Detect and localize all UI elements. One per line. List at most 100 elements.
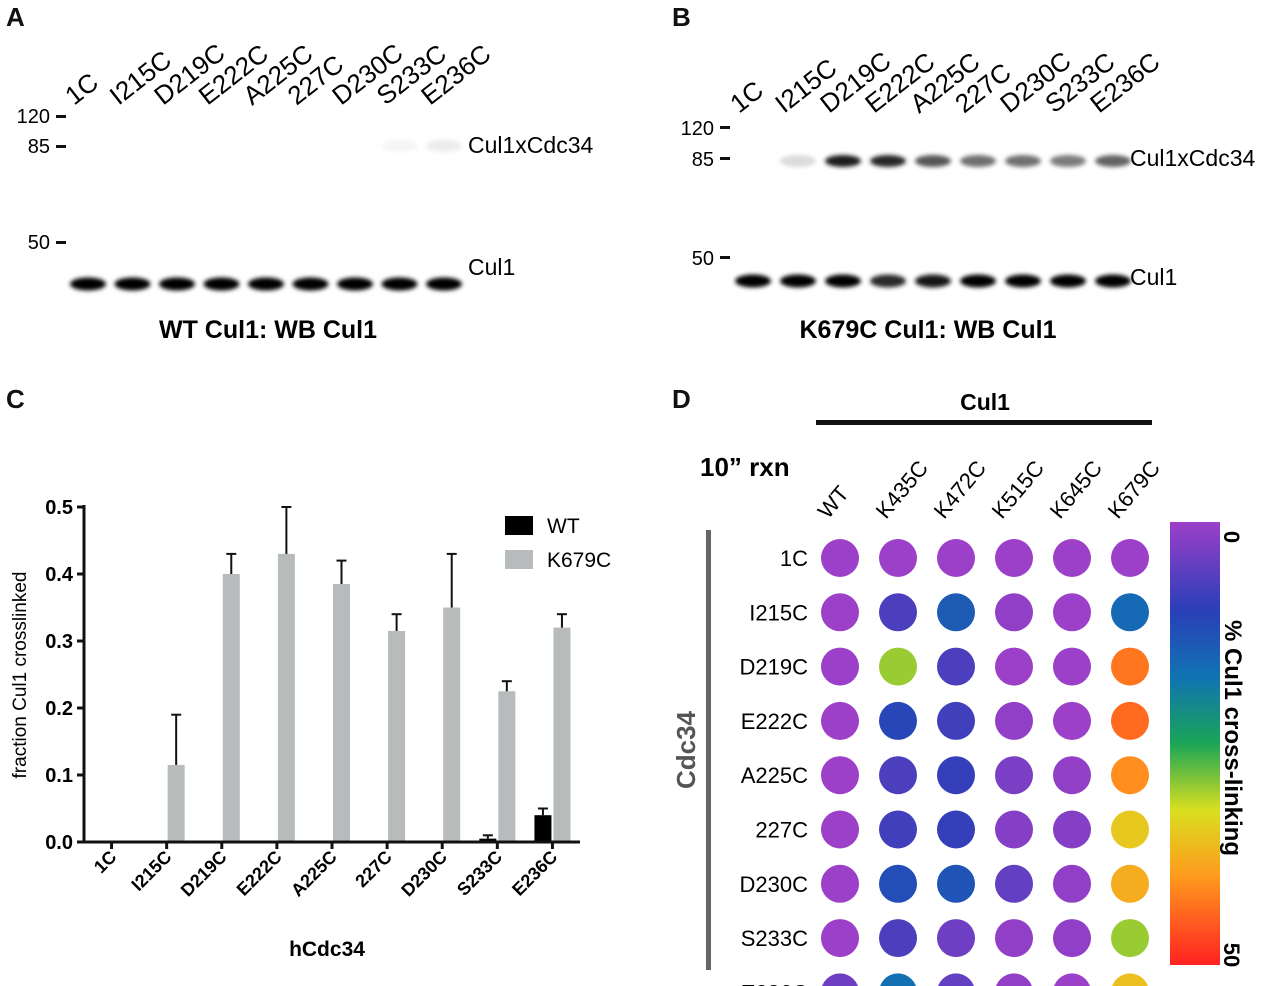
column-label: K645C [1045,456,1107,524]
colorbar-max: 50 [1219,943,1244,967]
heatmap-cell [1053,810,1091,849]
band-label-upper: Cul1xCdc34 [468,132,593,158]
heatmap-cell [1111,756,1149,795]
band-crosslink [1095,155,1131,167]
y-tick-label: 0.2 [45,698,73,720]
header-bar [816,420,1152,425]
legend-swatch-wt [505,516,533,535]
heatmap-cell [821,647,859,686]
heatmap-cell [822,973,858,986]
y-axis-label: fraction Cul1 crosslinked [10,572,31,779]
band-cul1 [159,277,195,291]
column-label: K435C [871,456,933,524]
row-label: E222C [741,709,808,734]
legend-label-k679c: K679C [547,549,611,572]
legend-swatch-k679c [505,550,533,569]
band-crosslink [780,155,816,167]
band-cul1 [1050,274,1086,288]
band-label-upper: Cul1xCdc34 [1130,145,1255,171]
band-cul1 [292,277,329,291]
heatmap-cell [879,756,917,795]
heatmap-cell [1111,647,1149,686]
heatmap-cell [995,701,1033,740]
band-crosslink [1050,155,1086,167]
band-cul1 [960,274,996,288]
heatmap-cell [821,919,859,958]
bar-k679c [167,764,185,842]
band-cul1 [381,277,418,291]
heatmap-cell [880,973,916,986]
heatmap-cell [821,593,859,632]
marker-120: 120 [17,106,50,128]
column-label: K515C [987,456,1049,524]
panel-b: B 1C I215C D219C E222C A225C 227C D230C S233C E2… [640,0,1280,370]
row-label: 1C [780,546,808,571]
y-tick-label: 0.3 [45,631,73,653]
heatmap-cell [995,864,1033,903]
bar-chart: 0.0 0.1 0.2 0.3 0.4 0.5 1C I215C D219C E222C A225C… [10,497,611,961]
row-label: 227C [755,818,808,843]
heatmap-cell [1111,701,1149,740]
heatmap-cell [1111,864,1149,903]
heatmap-cell [937,701,975,740]
band-cul1 [70,277,106,291]
panel-b-blot: 1C I215CD219CE222CA225C227CD230CS233CE236… [681,45,1256,344]
band-cul1 [870,274,906,288]
x-tick-label: E236C [508,847,561,900]
band-cul1 [1095,274,1131,288]
y-tick-label: 0.4 [45,564,74,586]
column-label: K472C [929,456,991,524]
panel-a-blot: 1C I215CD219CE222CA225C227CD230CS233CE236… [17,37,594,344]
heatmap-cell [821,810,859,849]
heatmap-cell [937,647,975,686]
band-crosslink [960,155,996,167]
heatmap-cell [937,756,975,795]
row-label: D219C [740,655,809,680]
band-crosslink [870,155,906,167]
band-label-lower: Cul1 [1130,264,1177,290]
y-tick-label: 0.0 [45,832,73,854]
panel-b-label: B [672,2,691,32]
band-cul1 [114,277,151,291]
heatmap-cell [879,701,917,740]
heatmap-header: Cul1 [960,389,1010,415]
x-tick-label: D230C [397,847,451,901]
band-cul1 [915,274,951,288]
heatmap-cell [1053,593,1091,632]
heatmap-cell [879,593,917,632]
x-tick-label: A225C [287,847,341,901]
x-tick-label: D219C [177,847,231,901]
heatmap-cell [995,647,1033,686]
row-label: I215C [749,600,808,625]
heatmap-cell [937,919,975,958]
band-crosslink [426,140,462,152]
band-crosslink [381,140,418,152]
heatmap-cell [1112,973,1148,986]
band-cul1 [735,274,771,288]
row-label: D230C [740,872,809,897]
legend: WT K679C [505,515,611,572]
heatmap-cell [1053,647,1091,686]
bar-k679c [553,627,571,842]
x-tick-label: I215C [127,847,175,895]
heatmap-cell [937,864,975,903]
band-label-lower: Cul1 [468,254,515,280]
corner-label: 10” rxn [700,452,790,482]
heatmap-cell [821,864,859,903]
y-tick-label: 0.5 [45,497,73,519]
panel-a-caption: WT Cul1: WB Cul1 [159,316,377,344]
heatmap-cell [995,810,1033,849]
band-cul1 [1005,274,1041,288]
band-crosslink [915,155,951,167]
panel-c-label: C [6,384,25,414]
x-axis-label: hCdc34 [289,938,365,961]
heatmap-cell [821,756,859,795]
heatmap-cell [879,810,917,849]
band-cul1 [248,277,284,291]
marker-50: 50 [692,248,714,270]
row-group-bar [706,530,711,970]
band-cul1 [780,274,816,288]
heatmap-cell [995,539,1033,577]
heatmap: Cul1 10” rxn Cdc34 WT K435CK472CK515CK645… [671,389,1246,986]
bar-k679c [498,691,516,842]
